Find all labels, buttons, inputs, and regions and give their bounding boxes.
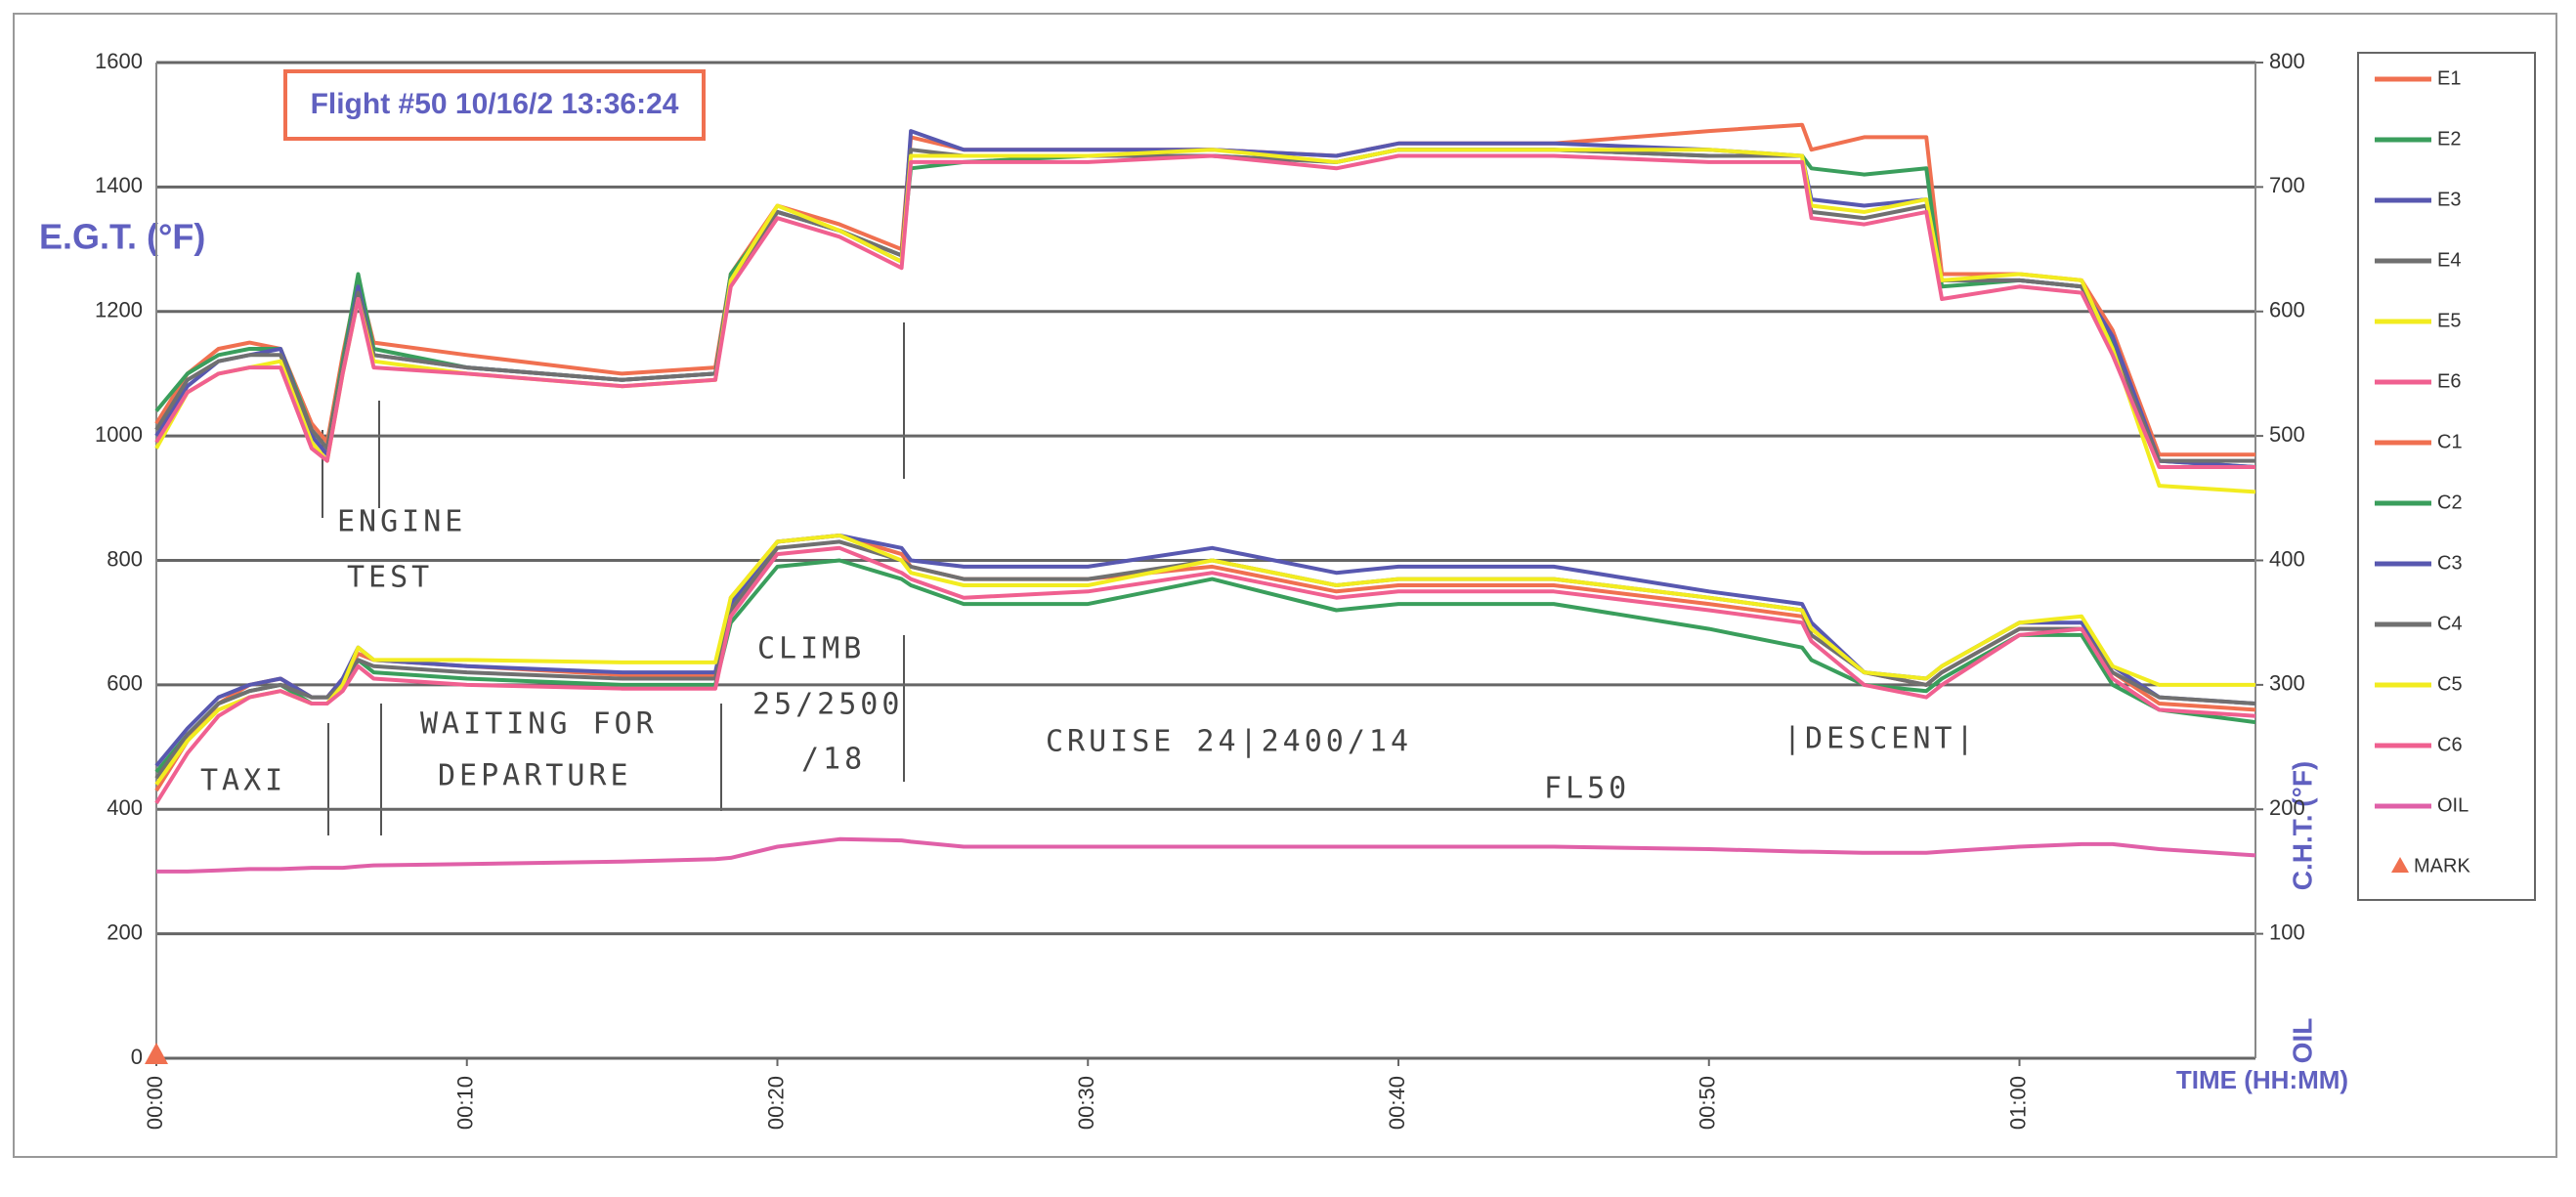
y2-axis-label: C.H.T. (°F) [2287, 761, 2317, 891]
series-line [154, 148, 2256, 494]
legend-label: C4 [2437, 613, 2463, 634]
annotation: CRUISE 24|2400/14 [1046, 725, 1412, 759]
annotation: DEPARTURE [438, 759, 632, 793]
series-line [154, 148, 2255, 463]
y2-tick-label: 600 [2269, 298, 2305, 322]
legend-label: OIL [2437, 794, 2469, 816]
legend-label: E2 [2437, 128, 2461, 150]
x-axis-label: TIME (HH:MM) [2176, 1065, 2348, 1094]
x-tick-label: 00:10 [453, 1076, 478, 1130]
legend-box [2357, 52, 2536, 901]
x-tick-label: 00:20 [763, 1076, 788, 1130]
annotation: TAXI [200, 764, 286, 798]
legend-label: E5 [2437, 310, 2461, 331]
legend-label: C6 [2437, 734, 2463, 755]
annotation: CLIMB [757, 632, 865, 666]
annotation: |DESCENT| [1783, 722, 1978, 756]
y2-tick-label: 200 [2269, 795, 2305, 820]
legend-label: E6 [2437, 370, 2461, 392]
chart-title: Flight #50 10/16/2 13:36:24 [311, 88, 679, 120]
series-line [154, 545, 2256, 804]
y-tick-label: 1000 [95, 422, 143, 447]
y-tick-label: 200 [107, 919, 143, 944]
x-tick-label: 00:50 [1696, 1076, 1720, 1130]
y-axis-label: E.G.T. (°F) [39, 217, 205, 257]
y-tick-label: 1200 [95, 298, 143, 322]
annotation: ENGINE [337, 505, 466, 539]
legend-label: MARK [2414, 855, 2470, 876]
series-line [156, 836, 2256, 874]
legend-label: E1 [2437, 67, 2461, 89]
legend-label: C2 [2437, 492, 2463, 513]
x-tick-label: 01:00 [2005, 1076, 2030, 1130]
legend-label: C1 [2437, 431, 2463, 452]
y-tick-label: 800 [107, 546, 143, 571]
y2-tick-label: 400 [2269, 546, 2305, 571]
x-tick-label: 00:30 [1074, 1076, 1098, 1130]
legend-label: E4 [2437, 249, 2461, 271]
annotation: WAITING FOR [420, 707, 658, 742]
frame [13, 13, 2557, 1158]
y2-tick-label: 300 [2269, 671, 2305, 696]
y-tick-label: 1600 [95, 49, 143, 73]
legend-swatch [2391, 857, 2409, 873]
legend-label: C5 [2437, 673, 2463, 695]
title-box [283, 69, 706, 141]
y-tick-label: 600 [107, 671, 143, 696]
x-tick-label: 00:00 [143, 1076, 167, 1130]
series-line [154, 153, 2255, 469]
legend-label: E3 [2437, 189, 2461, 210]
y2-sub-label: OIL [2287, 1018, 2317, 1064]
y2-tick-label: 700 [2269, 173, 2305, 197]
series-line [154, 148, 2256, 469]
mark-point [145, 1043, 168, 1064]
y2-tick-label: 100 [2269, 919, 2305, 944]
x-tick-label: 00:40 [1385, 1076, 1409, 1130]
legend-label: C3 [2437, 552, 2463, 574]
annotation: /18 [801, 743, 866, 777]
y-tick-label: 0 [131, 1045, 143, 1069]
hand-strokes [322, 322, 905, 835]
annotation: TEST [347, 561, 433, 595]
y-tick-label: 1400 [95, 173, 143, 197]
y2-tick-label: 800 [2269, 49, 2305, 73]
y-tick-label: 400 [107, 795, 143, 820]
series-line [154, 539, 2256, 780]
annotation: 25/2500 [752, 688, 903, 722]
annotation: FL50 [1544, 772, 1630, 806]
y2-tick-label: 500 [2269, 422, 2305, 447]
